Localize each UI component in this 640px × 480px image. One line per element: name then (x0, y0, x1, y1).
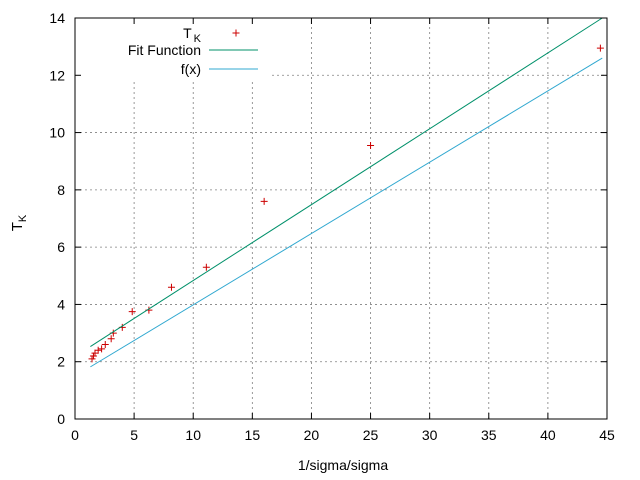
y-tick-label: 10 (49, 125, 65, 141)
legend-label-main: f(x) (181, 61, 201, 77)
y-tick-label: 6 (57, 239, 65, 255)
y-tick-label: 2 (57, 354, 65, 370)
y-tick-label: 0 (57, 411, 65, 427)
data-point (94, 346, 102, 354)
y-axis-label-main: T (9, 222, 26, 231)
data-point (367, 141, 375, 149)
y-tick-label: 8 (57, 182, 65, 198)
x-tick-label: 45 (599, 427, 615, 443)
legend-label-main: Fit Function (128, 42, 201, 58)
x-tick-label: 20 (304, 427, 320, 443)
x-tick-label: 0 (71, 427, 79, 443)
x-tick-label: 25 (363, 427, 379, 443)
data-point (128, 308, 136, 316)
legend-label-subscript: K (194, 33, 202, 45)
y-axis-label-subscript: K (17, 214, 29, 222)
x-tick-label: 5 (130, 427, 138, 443)
series-line (90, 17, 603, 347)
series-line (90, 57, 603, 368)
data-point (167, 283, 175, 291)
x-tick-label: 40 (540, 427, 556, 443)
data-point (98, 345, 106, 353)
grid (75, 18, 607, 419)
data-point (202, 263, 210, 271)
y-tick-label: 14 (49, 10, 65, 26)
legend-label-main: T (183, 25, 192, 41)
data-point (101, 341, 109, 349)
legend-label: f(x) (181, 61, 201, 77)
data-point (91, 349, 99, 357)
data-point (260, 197, 268, 205)
axes-ticks: 0 5 10 15 20 25 30 35 40 45 0 2 4 6 8 10 12 14 (49, 10, 615, 443)
data-point (107, 335, 115, 343)
x-tick-label: 35 (481, 427, 497, 443)
data-point (89, 352, 97, 360)
data-point (596, 44, 604, 52)
x-tick-label: 15 (245, 427, 261, 443)
legend-label: Fit Function (128, 42, 201, 58)
plot-frame (74, 17, 608, 420)
legend-marker-sample (232, 29, 240, 37)
y-axis-label: TK (9, 214, 29, 231)
plot-area (88, 17, 604, 368)
x-tick-label: 10 (185, 427, 201, 443)
data-point (88, 355, 96, 363)
y-tick-label: 4 (57, 296, 65, 312)
x-axis-label: 1/sigma/sigma (298, 457, 388, 473)
y-tick-label: 12 (49, 67, 65, 83)
x-tick-label: 30 (422, 427, 438, 443)
